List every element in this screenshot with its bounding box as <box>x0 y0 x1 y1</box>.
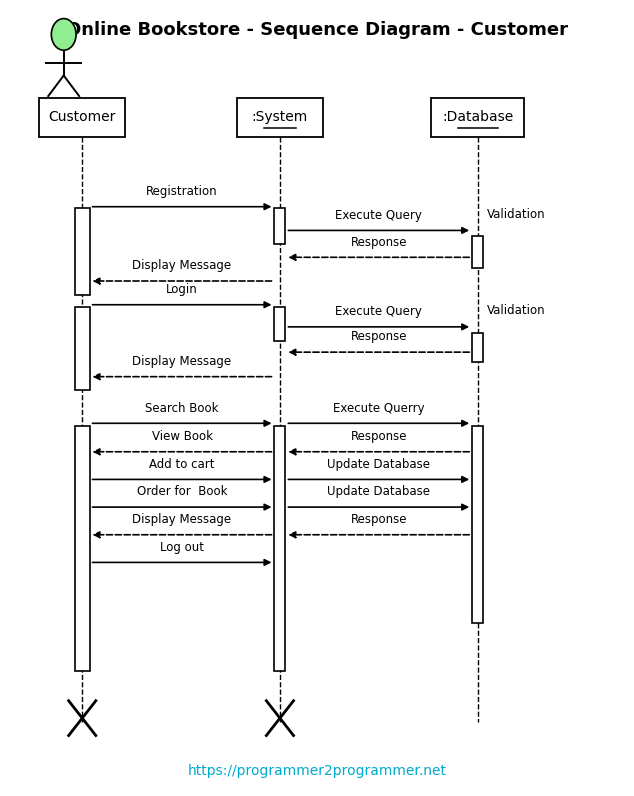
Text: Response: Response <box>351 513 407 526</box>
Text: Add to cart: Add to cart <box>149 458 215 470</box>
Text: Search Book: Search Book <box>145 402 219 415</box>
Text: View Book: View Book <box>152 430 212 443</box>
Text: Validation: Validation <box>487 208 545 221</box>
Text: Login: Login <box>166 283 198 296</box>
Text: Validation: Validation <box>487 304 545 318</box>
Text: Update Database: Update Database <box>327 486 430 498</box>
Text: Customer: Customer <box>49 111 116 124</box>
Bar <box>431 98 524 137</box>
Text: Order for  Book: Order for Book <box>137 486 227 498</box>
Text: Registration: Registration <box>146 185 218 198</box>
Circle shape <box>51 18 76 50</box>
Text: Online Bookstore - Sequence Diagram - Customer: Online Bookstore - Sequence Diagram - Cu… <box>66 21 568 40</box>
Bar <box>472 334 483 362</box>
Bar <box>275 307 285 341</box>
Text: Update Database: Update Database <box>327 458 430 470</box>
Text: Execute Query: Execute Query <box>335 305 422 318</box>
Text: Display Message: Display Message <box>133 259 231 272</box>
Bar <box>39 98 126 137</box>
Bar <box>75 426 89 671</box>
Bar <box>75 307 89 390</box>
Text: Response: Response <box>351 330 407 343</box>
Text: Response: Response <box>351 236 407 248</box>
Text: :Database: :Database <box>442 111 514 124</box>
Bar <box>75 209 89 295</box>
Bar <box>472 236 483 267</box>
Bar <box>275 426 285 671</box>
Bar <box>275 209 285 244</box>
Text: Display Message: Display Message <box>133 513 231 526</box>
Text: Execute Querry: Execute Querry <box>333 402 425 415</box>
Bar <box>236 98 323 137</box>
Text: Execute Query: Execute Query <box>335 209 422 222</box>
Text: Display Message: Display Message <box>133 355 231 368</box>
Text: Log out: Log out <box>160 540 204 554</box>
Text: https://programmer2programmer.net: https://programmer2programmer.net <box>188 764 446 778</box>
Bar <box>472 426 483 623</box>
Text: :System: :System <box>252 111 308 124</box>
Text: Response: Response <box>351 430 407 443</box>
